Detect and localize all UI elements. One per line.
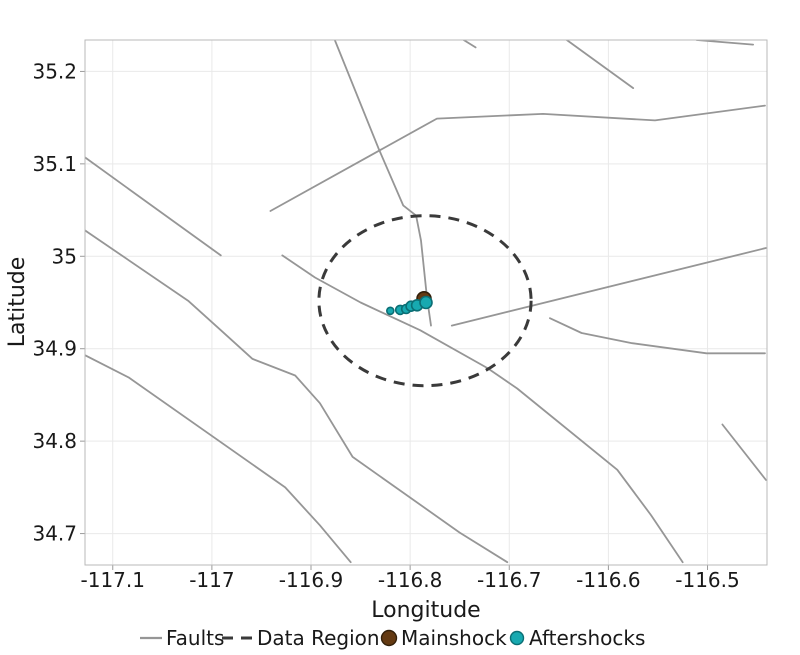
y-tick-label: 34.8 (32, 429, 77, 453)
legend-label-faults: Faults (166, 626, 224, 650)
legend-item-faults: Faults (140, 626, 224, 650)
legend-item-data-region: Data Region (222, 626, 380, 650)
aftershocks-point (385, 306, 395, 316)
fault-line (695, 40, 754, 46)
legend-swatch-aftershocks (509, 630, 525, 646)
axes-layer: Longitude Latitude (5, 257, 481, 623)
legend-item-mainshock: Mainshock (380, 626, 507, 650)
y-tick-label: 35.1 (32, 152, 77, 176)
frame-layer: -117.1 -117 -116.9 -116.8 -116.7 -116.6 -116.5… (32, 39, 768, 592)
x-tick-label: -116.8 (378, 568, 442, 592)
legend-label-aftershocks: Aftershocks (529, 626, 645, 650)
fault-line (462, 40, 477, 49)
legend-label-mainshock: Mainshock (401, 626, 507, 650)
fault-line (85, 156, 222, 257)
legend-swatch-mainshock (380, 629, 398, 647)
x-tick-label: -116.5 (675, 568, 739, 592)
fault-line (565, 40, 635, 89)
y-tick-label: 34.7 (32, 522, 77, 546)
legend-label-data-region: Data Region (257, 626, 380, 650)
fault-line (450, 247, 767, 327)
fault-line (721, 423, 767, 481)
aftershocks-point (419, 295, 433, 310)
legend: Faults Data Region Mainshock Aftershocks (140, 626, 645, 650)
plot-border (84, 39, 768, 566)
y-axis-title: Latitude (5, 257, 30, 348)
legend-item-aftershocks: Aftershocks (509, 626, 645, 650)
data-region-ellipse (317, 214, 533, 388)
faults-layer (85, 40, 767, 564)
x-tick-label: -116.7 (477, 568, 541, 592)
fault-line (269, 104, 766, 212)
fault-line (281, 254, 684, 564)
fault-line (549, 317, 766, 355)
y-tick-label: 34.9 (32, 337, 77, 361)
x-tick-label: -117 (189, 568, 234, 592)
y-tick-label: 35 (52, 244, 77, 268)
x-tick-label: -117.1 (81, 568, 145, 592)
x-tick-label: -116.6 (576, 568, 640, 592)
x-axis-title: Longitude (371, 598, 480, 623)
fault-line (333, 40, 432, 327)
fault-line (85, 229, 509, 564)
y-tick-label: 35.2 (32, 59, 77, 83)
data-region-layer (317, 214, 533, 388)
points-layer (385, 290, 433, 316)
fault-line (85, 354, 352, 564)
x-tick-label: -116.9 (279, 568, 343, 592)
grid-layer (85, 40, 767, 565)
